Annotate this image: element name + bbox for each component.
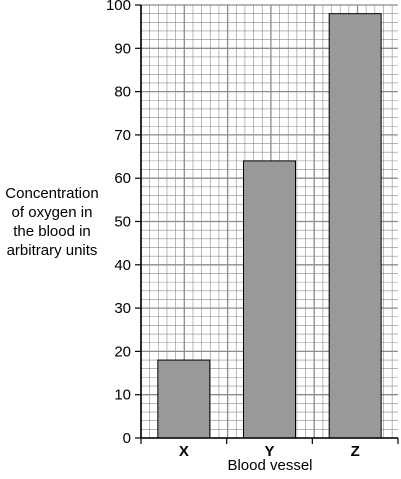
y-axis-label-line: the blood in <box>13 223 91 240</box>
y-tick-label: 90 <box>114 40 131 57</box>
x-tick-label-y: Y <box>264 443 274 460</box>
y-tick-label: 30 <box>114 300 131 317</box>
bars <box>157 13 382 439</box>
y-tick-label: 80 <box>114 84 131 101</box>
y-tick-label: 50 <box>114 214 131 231</box>
y-tick-label: 10 <box>114 387 131 404</box>
bar-x <box>157 359 211 439</box>
bar-y <box>243 160 296 439</box>
y-axis-label-line: of oxygen in <box>12 204 93 221</box>
y-tick-label: 40 <box>114 257 131 274</box>
y-tick-label: 70 <box>114 127 131 144</box>
axes <box>135 4 399 444</box>
y-tick-labels: 0 10 20 30 40 50 60 70 80 90 100 <box>106 0 131 447</box>
x-tick-label-z: Z <box>351 443 360 460</box>
y-axis-label-line: arbitrary units <box>7 242 98 259</box>
y-tick-label: 60 <box>114 170 131 187</box>
y-tick-label: 100 <box>106 0 131 14</box>
x-tick-labels: X Y Z <box>179 443 360 460</box>
bar-z <box>328 13 382 439</box>
y-axis-label-line: Concentration <box>5 185 98 202</box>
y-axis-label: Concentration of oxygen in the blood in arb… <box>5 185 98 259</box>
x-axis-label: Blood vessel <box>227 457 312 474</box>
x-tick-label-x: X <box>179 443 189 460</box>
y-tick-label: 0 <box>123 430 131 447</box>
y-tick-label: 20 <box>114 343 131 360</box>
